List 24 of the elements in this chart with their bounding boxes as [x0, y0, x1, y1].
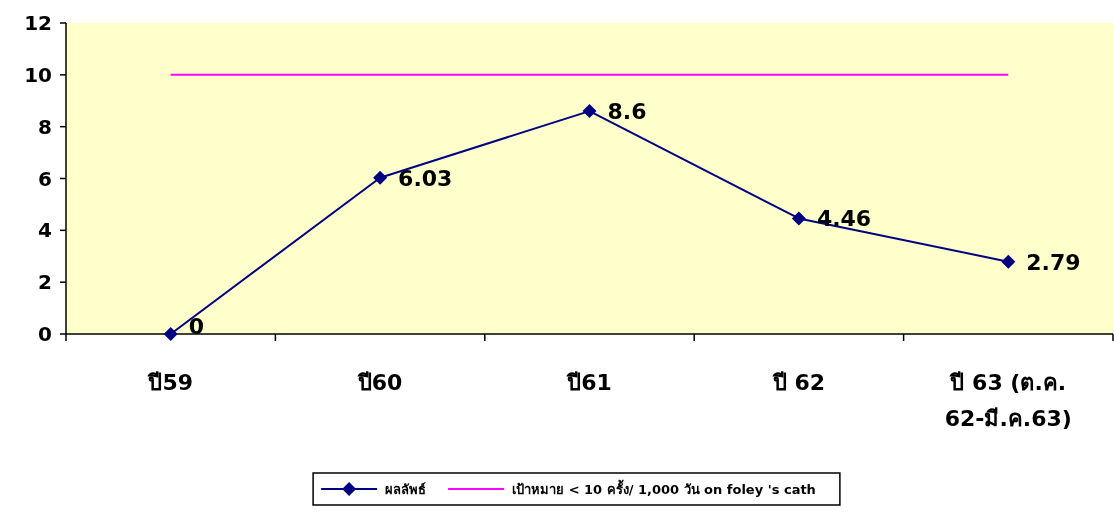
- data-label: 0: [188, 314, 205, 339]
- data-label: 6.03: [398, 165, 453, 191]
- x-tick-label: ปี60: [356, 370, 403, 395]
- x-tick-label: ปี59: [147, 370, 194, 395]
- y-tick-label: 6: [38, 166, 52, 191]
- x-tick-label: ปี 62: [771, 370, 826, 395]
- point: [163, 327, 178, 341]
- y-tick-label: 12: [24, 11, 52, 35]
- x-tick-label: ปี61: [566, 370, 612, 395]
- y-tick-label: 8: [38, 114, 52, 139]
- point: [373, 170, 388, 185]
- legend-label: เป้าหมาย < 10 ครั้ง/ 1,000 วัน on foley 's cath: [512, 479, 816, 497]
- point: [791, 211, 806, 226]
- point: [1001, 254, 1016, 269]
- point: [582, 104, 597, 119]
- y-tick-label: 4: [38, 218, 52, 243]
- data-label: 8.6: [607, 99, 647, 125]
- legend-label: ผลลัพธ์: [385, 482, 427, 497]
- y-tick-label: 2: [38, 270, 52, 295]
- data-label: 2.79: [1026, 249, 1081, 275]
- data-label: 4.46: [816, 206, 872, 232]
- y-tick-label: 0: [38, 322, 52, 346]
- y-tick-label: 10: [24, 62, 52, 87]
- x-tick-label: ปี 63 (ต.ค. 62-มี.ค.63): [944, 370, 1072, 431]
